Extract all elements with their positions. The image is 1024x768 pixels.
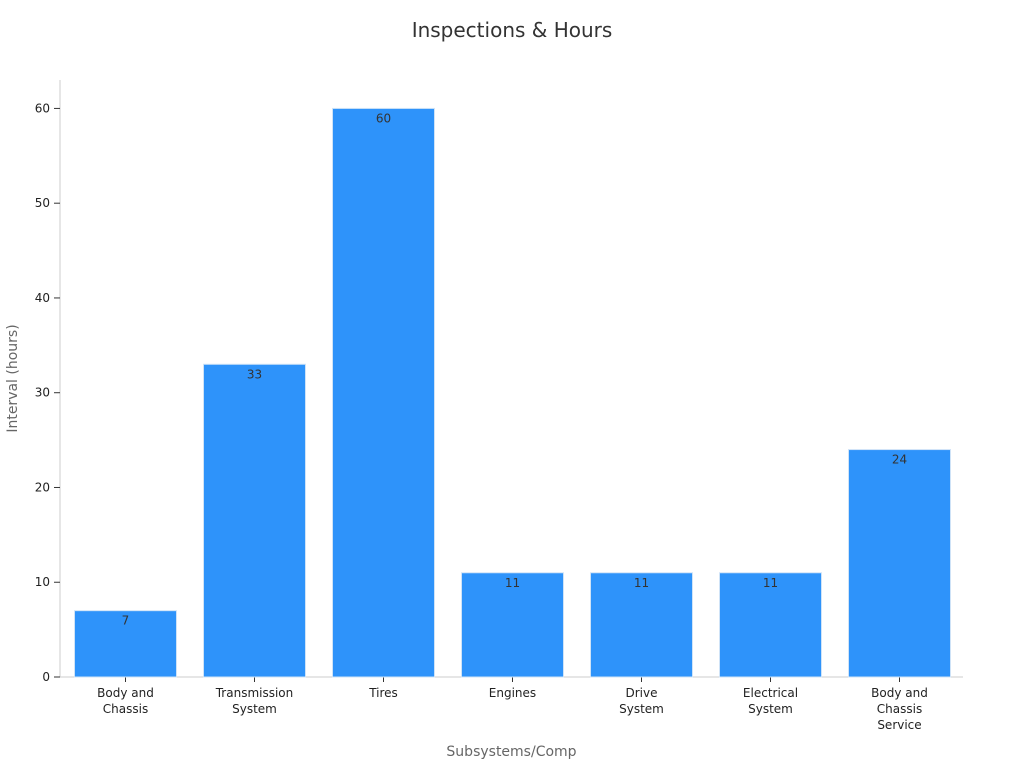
x-axis-title: Subsystems/Comp: [446, 744, 576, 760]
chart-title: Inspections & Hours: [411, 18, 613, 42]
x-tick-label: Tires: [368, 686, 398, 700]
y-tick-label: 30: [35, 386, 50, 400]
bar-value-label: 24: [892, 453, 907, 467]
y-tick-label: 20: [35, 480, 50, 494]
bar: [74, 610, 177, 678]
y-tick-label: 10: [35, 575, 50, 589]
chart-labels: 7 Body and Chassis 33 Transmission System 60 Ti…: [97, 111, 928, 732]
x-tick-label: Drive System: [619, 686, 664, 716]
bar-value-label: 60: [376, 111, 391, 125]
y-axis-title: Interval (hours): [5, 324, 21, 432]
bar-value-label: 33: [247, 367, 262, 381]
x-tick-label: Electrical System: [743, 686, 798, 716]
x-tick-label: Transmission System: [215, 686, 294, 716]
bar-value-label: 7: [122, 614, 130, 628]
bar: [332, 107, 435, 678]
bar-value-label: 11: [634, 576, 649, 590]
chart-bars: [74, 107, 951, 678]
bar-value-label: 11: [763, 576, 778, 590]
x-tick-label: Engines: [489, 686, 536, 700]
x-tick-label: Body and Chassis: [97, 686, 154, 716]
bar: [590, 572, 693, 678]
bar: [719, 572, 822, 678]
y-tick-label: 0: [42, 670, 50, 684]
bar: [203, 363, 306, 678]
bar-value-label: 11: [505, 576, 520, 590]
y-tick-label: 50: [35, 196, 50, 210]
y-tick-label: 40: [35, 291, 50, 305]
bar: [461, 572, 564, 678]
x-tick-label: Body and Chassis Service: [871, 686, 928, 732]
y-tick-label: 60: [35, 101, 50, 115]
bar: [848, 449, 951, 678]
